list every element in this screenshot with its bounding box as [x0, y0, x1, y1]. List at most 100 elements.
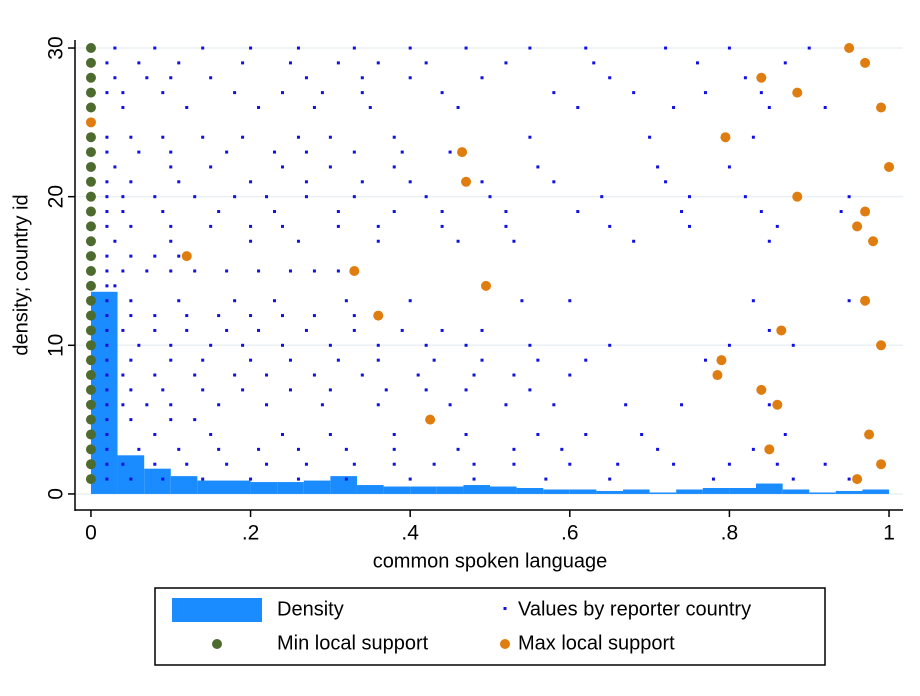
scatter-dot	[504, 403, 508, 407]
scatter-dot	[209, 224, 213, 228]
scatter-dot	[280, 343, 284, 347]
scatter-dot	[703, 358, 707, 362]
scatter-dot	[384, 388, 388, 392]
scatter-dot	[296, 447, 300, 451]
scatter-point	[85, 132, 96, 143]
histogram-bar	[330, 476, 357, 494]
scatter-point	[85, 191, 96, 202]
scatter-point	[876, 340, 887, 351]
scatter-point	[85, 251, 96, 262]
scatter-dot	[105, 373, 109, 377]
scatter-dot	[480, 358, 484, 362]
scatter-dot	[480, 328, 484, 332]
scatter-point	[876, 102, 887, 113]
scatter-dot	[312, 269, 316, 273]
scatter-dot	[105, 462, 109, 466]
scatter-dot	[336, 224, 340, 228]
scatter-dot	[169, 269, 173, 273]
scatter-dot	[448, 403, 452, 407]
scatter-dot	[743, 195, 747, 199]
scatter-dot	[105, 210, 109, 214]
scatter-dot	[504, 210, 508, 214]
scatter-dot	[273, 210, 277, 214]
legend-marker	[503, 607, 507, 610]
scatter-dot	[456, 105, 460, 109]
x-tick-label: 0	[85, 522, 97, 545]
scatter-dot	[121, 373, 125, 377]
scatter-dot	[528, 135, 532, 139]
scatter-dot	[129, 299, 133, 303]
scatter-dot	[528, 388, 532, 392]
scatter-point	[181, 251, 192, 262]
scatter-dot	[360, 180, 364, 184]
scatter-dot	[512, 239, 516, 243]
scatter-point	[85, 265, 96, 276]
scatter-dot	[552, 403, 556, 407]
legend-label: Values by reporter country	[518, 598, 751, 620]
scatter-dot	[584, 358, 588, 362]
scatter-point	[852, 474, 863, 485]
scatter-point	[860, 57, 871, 68]
scatter-point	[85, 206, 96, 217]
scatter-point	[868, 236, 879, 247]
scatter-dot	[584, 46, 588, 50]
scatter-dot	[751, 299, 755, 303]
scatter-dot	[209, 165, 213, 169]
scatter-dot	[169, 165, 173, 169]
scatter-dot	[161, 477, 165, 481]
histogram-bar	[356, 485, 384, 494]
scatter-dot	[280, 314, 284, 318]
scatter-dot	[472, 373, 476, 377]
histogram-bar	[197, 480, 225, 494]
scatter-dot	[153, 462, 157, 466]
scatter-dot	[249, 46, 253, 50]
scatter-point	[85, 355, 96, 366]
histogram-bar	[676, 489, 703, 494]
scatter-dot	[145, 403, 149, 407]
scatter-point	[349, 265, 360, 276]
histogram-bar	[489, 486, 517, 494]
scatter-dot	[129, 358, 133, 362]
scatter-dot	[129, 254, 133, 258]
scatter-dot	[257, 105, 261, 109]
scatter-dot	[161, 388, 165, 392]
scatter-dot	[328, 432, 332, 436]
legend-box	[154, 587, 826, 666]
scatter-dot	[608, 343, 612, 347]
scatter-point	[85, 370, 96, 381]
scatter-dot	[153, 314, 157, 318]
scatter-dot	[344, 299, 348, 303]
scatter-point	[884, 161, 895, 172]
scatter-dot	[185, 314, 189, 318]
scatter-dot	[304, 180, 308, 184]
x-tick-label: .4	[401, 522, 419, 545]
scatter-dot	[265, 373, 269, 377]
scatter-point	[756, 72, 767, 83]
scatter-dot	[280, 432, 284, 436]
scatter-point	[85, 147, 96, 158]
scatter-point	[864, 429, 875, 440]
scatter-dot	[424, 195, 428, 199]
scatter-dot	[105, 343, 109, 347]
histogram-bar	[224, 480, 251, 494]
y-tick-label: 20	[45, 185, 68, 208]
scatter-dot	[360, 76, 364, 80]
scatter-dot	[233, 195, 237, 199]
scatter-dot	[648, 135, 652, 139]
scatter-dot	[568, 299, 572, 303]
scatter-dot	[783, 61, 787, 65]
scatter-dot	[121, 105, 125, 109]
scatter-dot	[121, 91, 125, 95]
scatter-dot	[105, 91, 109, 95]
histogram-bar	[649, 492, 677, 494]
scatter-dot	[727, 462, 731, 466]
scatter-dot	[296, 477, 300, 481]
scatter-dot	[105, 284, 109, 288]
scatter-dot	[105, 180, 109, 184]
scatter-dot	[233, 91, 237, 95]
scatter-dot	[193, 195, 197, 199]
scatter-dot	[177, 61, 181, 65]
scatter-point	[461, 176, 472, 187]
scatter-dot	[105, 254, 109, 258]
scatter-dot	[432, 462, 436, 466]
